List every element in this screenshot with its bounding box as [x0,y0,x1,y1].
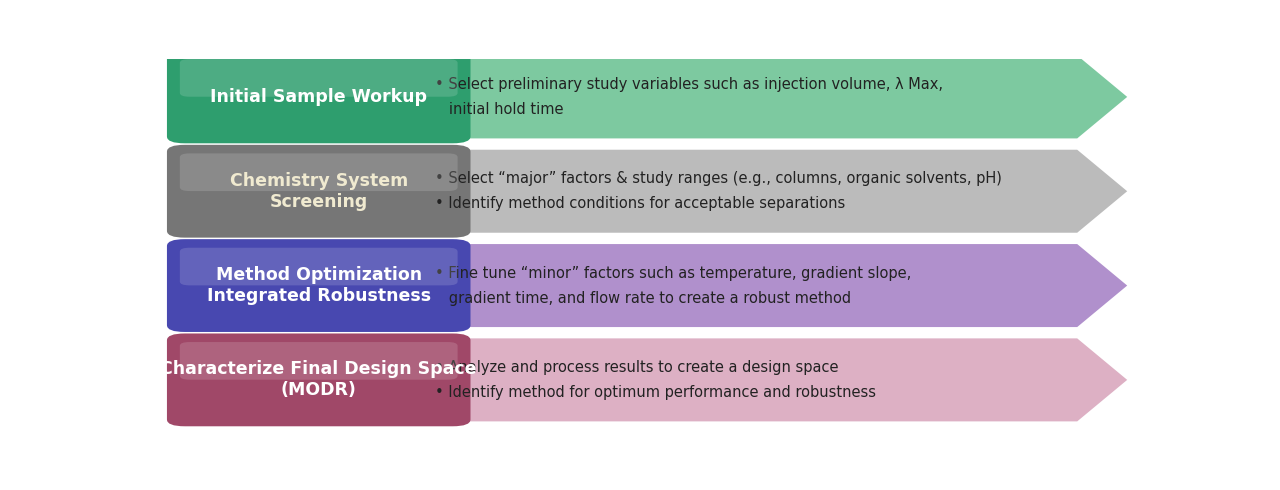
FancyBboxPatch shape [166,334,471,426]
Text: • Analyze and process results to create a design space: • Analyze and process results to create … [435,360,838,375]
Polygon shape [413,150,1128,233]
Polygon shape [413,55,1128,138]
Text: Initial Sample Workup: Initial Sample Workup [210,88,428,106]
Text: • Select “major” factors & study ranges (e.g., columns, organic solvents, pH): • Select “major” factors & study ranges … [435,172,1002,186]
Polygon shape [413,339,1128,421]
Text: • Identify method for optimum performance and robustness: • Identify method for optimum performanc… [435,385,876,400]
FancyBboxPatch shape [166,50,471,143]
Text: Characterize Final Design Space
(MODR): Characterize Final Design Space (MODR) [160,361,477,399]
FancyBboxPatch shape [179,248,458,285]
FancyBboxPatch shape [166,145,471,238]
Text: Method Optimization
Integrated Robustness: Method Optimization Integrated Robustnes… [206,266,431,305]
Text: initial hold time: initial hold time [435,102,563,117]
Text: • Identify method conditions for acceptable separations: • Identify method conditions for accepta… [435,196,845,211]
Text: Chemistry System
Screening: Chemistry System Screening [229,172,408,211]
Text: • Fine tune “minor” factors such as temperature, gradient slope,: • Fine tune “minor” factors such as temp… [435,266,911,281]
Polygon shape [413,244,1128,327]
FancyBboxPatch shape [179,342,458,380]
Text: gradient time, and flow rate to create a robust method: gradient time, and flow rate to create a… [435,291,851,305]
FancyBboxPatch shape [166,239,471,332]
FancyBboxPatch shape [179,153,458,191]
Text: • Select preliminary study variables such as injection volume, λ Max,: • Select preliminary study variables suc… [435,77,943,92]
FancyBboxPatch shape [179,59,458,97]
